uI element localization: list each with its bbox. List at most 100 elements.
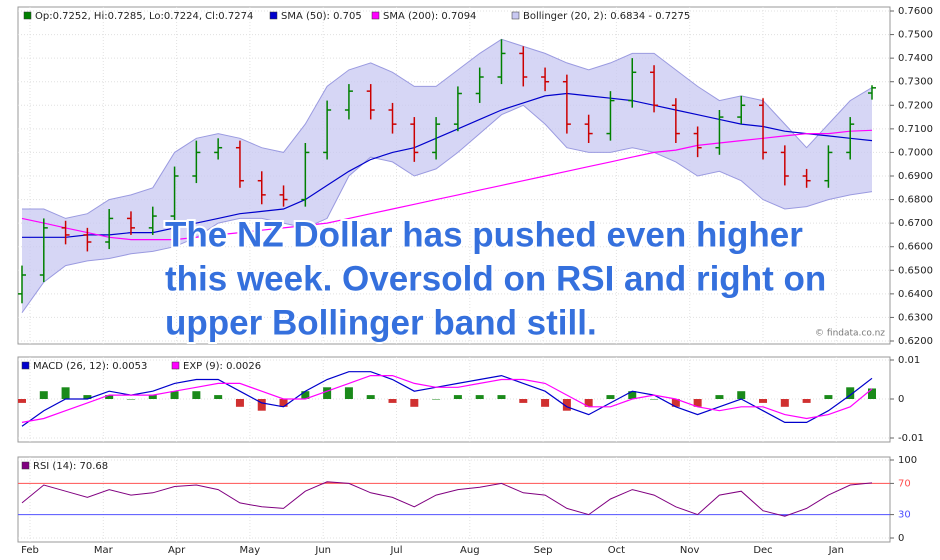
legend-swatch	[21, 361, 30, 370]
histogram-bar	[650, 399, 659, 400]
y-tick-label: 30	[898, 510, 911, 521]
histogram-bar	[780, 399, 789, 407]
bollinger-upper	[22, 38, 873, 219]
histogram-bar	[148, 395, 157, 399]
histogram-bar	[453, 395, 462, 399]
histogram-bar	[432, 399, 441, 400]
macd-line	[21, 375, 873, 423]
annotation: upper Bollinger band still.	[165, 303, 597, 342]
bollinger-lower	[21, 104, 873, 313]
x-tick-label: Dec	[753, 545, 772, 556]
y-tick-label: 0.01	[898, 355, 920, 366]
histogram-bar	[39, 391, 48, 399]
legend-label: Bollinger (20, 2): 0.6834 - 0.7275	[523, 11, 690, 22]
annotation: The NZ Dollar has pushed even higher	[165, 215, 803, 254]
histogram-bar	[584, 399, 593, 407]
legend-swatch	[371, 11, 380, 20]
y-tick-label: 0.6700	[898, 218, 933, 229]
histogram-bar	[344, 387, 353, 399]
histogram-bar	[192, 391, 201, 399]
y-tick-label: 70	[898, 478, 911, 489]
y-tick-label: 0.7100	[898, 124, 933, 135]
y-tick-label: 0.7400	[898, 53, 933, 64]
histogram-bar	[170, 391, 179, 399]
x-tick-label: Nov	[680, 545, 700, 556]
y-tick-label: 0	[898, 533, 904, 544]
x-tick-label: Jul	[389, 545, 402, 556]
y-tick-label: 0.7000	[898, 147, 933, 158]
x-tick-label: May	[240, 545, 261, 556]
legend-label: MACD (26, 12): 0.0053	[33, 361, 147, 372]
histogram-bar	[846, 387, 855, 399]
legend-swatch	[21, 461, 30, 470]
y-tick-label: 0.6200	[898, 336, 933, 347]
bollinger-band	[22, 39, 872, 313]
histogram-bar	[388, 399, 397, 403]
histogram-bar	[824, 395, 833, 399]
panel-frame	[17, 456, 891, 543]
x-tick-label: Jun	[314, 545, 331, 556]
y-tick-label: 0.7500	[898, 30, 933, 41]
histogram-bar	[497, 395, 506, 399]
x-tick-label: Aug	[460, 545, 480, 556]
y-tick-label: 100	[898, 455, 917, 466]
legend-swatch	[269, 11, 278, 20]
legend-label: RSI (14): 70.68	[33, 461, 108, 472]
annotation: this week. Oversold on RSI and right on	[165, 259, 826, 298]
histogram-bar	[366, 395, 375, 399]
x-tick-label: Apr	[168, 545, 186, 556]
y-tick-label: 0.6800	[898, 195, 933, 206]
x-tick-label: Mar	[94, 545, 114, 556]
y-tick-label: 0.7600	[898, 6, 933, 17]
histogram-bar	[541, 399, 550, 407]
macd-line	[21, 371, 873, 427]
watermark: © findata.co.nz	[815, 329, 885, 339]
histogram-bar	[868, 388, 876, 399]
histogram-bar	[257, 399, 266, 411]
y-tick-label: 0.7300	[898, 77, 933, 88]
rsi-zone-fill	[22, 514, 872, 517]
y-tick-label: 0.6300	[898, 312, 933, 323]
y-tick-label: 0.6500	[898, 265, 933, 276]
histogram-bar	[279, 399, 288, 407]
histogram-bar	[83, 395, 92, 399]
histogram-bar	[562, 399, 571, 411]
x-tick-label: Feb	[21, 545, 39, 556]
histogram-bar	[519, 399, 528, 403]
y-tick-label: 0.6600	[898, 242, 933, 253]
x-tick-label: Sep	[534, 545, 553, 556]
y-tick-label: 0.6400	[898, 289, 933, 300]
rsi-line	[21, 481, 873, 517]
histogram-bar	[410, 399, 419, 407]
histogram-bar	[323, 387, 332, 399]
histogram-bar	[301, 391, 310, 399]
legend-swatch	[511, 11, 520, 20]
histogram-bar	[475, 395, 484, 399]
x-tick-label: Oct	[608, 545, 625, 556]
histogram-bar	[737, 391, 746, 399]
sma-line	[22, 92, 873, 238]
histogram-bar	[802, 399, 811, 403]
y-tick-label: -0.01	[898, 433, 924, 444]
legend-swatch	[171, 361, 180, 370]
sma-line	[21, 129, 873, 241]
histogram-bar	[671, 399, 680, 407]
y-tick-label: 0.7200	[898, 100, 933, 111]
histogram-bar	[759, 399, 768, 403]
y-tick-label: 0.6900	[898, 171, 933, 182]
histogram-bar	[628, 391, 637, 399]
y-tick-label: 0	[898, 394, 904, 405]
histogram-bar	[126, 399, 135, 400]
histogram-bar	[693, 399, 702, 407]
histogram-bar	[214, 395, 223, 399]
legend-label: SMA (50): 0.705	[281, 11, 362, 22]
legend-label: Op:0.7252, Hi:0.7285, Lo:0.7224, Cl:0.72…	[35, 11, 253, 22]
histogram-bar	[235, 399, 244, 407]
legend-label: EXP (9): 0.0026	[183, 361, 261, 372]
histogram-bar	[606, 395, 615, 399]
histogram-bar	[715, 395, 724, 399]
histogram-bar	[18, 399, 26, 403]
histogram-bar	[105, 395, 114, 399]
legend-swatch	[23, 11, 32, 20]
